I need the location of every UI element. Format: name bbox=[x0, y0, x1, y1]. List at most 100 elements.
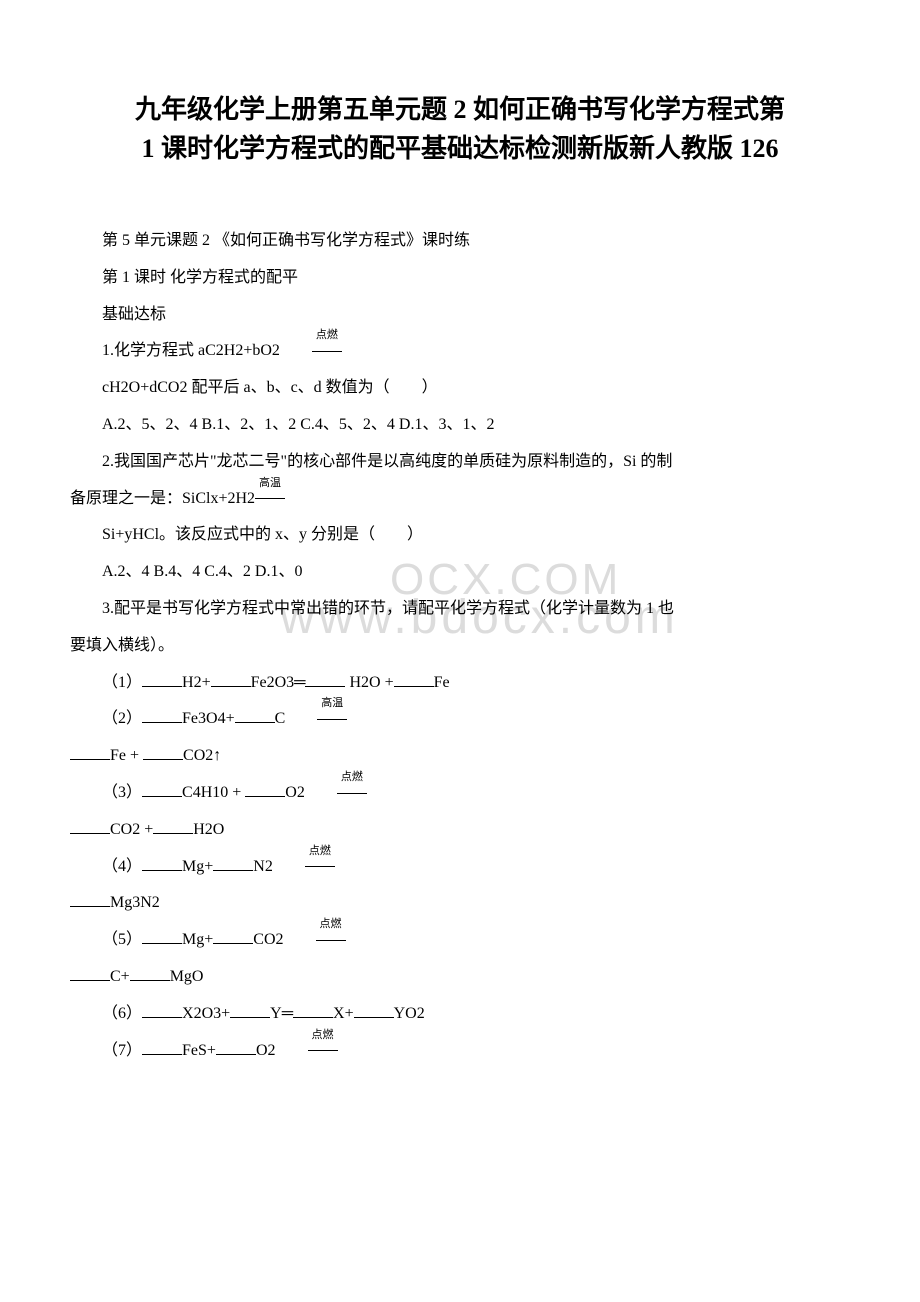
question-2-options: A.2、4 B.4、4 C.4、2 D.1、0 bbox=[70, 554, 850, 591]
label: （7） bbox=[102, 1042, 142, 1059]
question-1-products: cH2O+dCO2 配平后 a、b、c、d 数值为（ ） bbox=[70, 370, 850, 407]
condition-text: 点燃 bbox=[277, 839, 331, 864]
blank-input[interactable] bbox=[213, 928, 253, 944]
text: O2 bbox=[285, 784, 305, 801]
condition-text: 高温 bbox=[259, 471, 281, 496]
title-line-2: 1 课时化学方程式的配平基础达标检测新版新人教版 126 bbox=[70, 129, 850, 168]
question-1-options: A.2、5、2、4 B.1、2、1、2 C.4、5、2、4 D.1、3、1、2 bbox=[70, 407, 850, 444]
condition-wrap: 点燃 bbox=[305, 775, 367, 812]
blank-input[interactable] bbox=[142, 671, 182, 687]
blank-input[interactable] bbox=[142, 1002, 182, 1018]
reaction-line-icon bbox=[255, 498, 285, 499]
blank-input[interactable] bbox=[143, 744, 183, 760]
condition-text: 点燃 bbox=[309, 765, 363, 790]
blank-input[interactable] bbox=[354, 1002, 394, 1018]
para-intro-1: 第 5 单元课题 2 《如何正确书写化学方程式》课时练 bbox=[70, 223, 850, 260]
blank-input[interactable] bbox=[142, 781, 182, 797]
text: H2+ bbox=[182, 674, 211, 691]
text: Mg3N2 bbox=[110, 894, 160, 911]
reaction-line-icon bbox=[308, 1050, 338, 1051]
q2-text: 备原理之一是：SiClx+2H2 bbox=[70, 490, 255, 507]
reaction-line-icon bbox=[316, 940, 346, 941]
condition-text: 点燃 bbox=[280, 1023, 334, 1048]
text: FeS+ bbox=[182, 1042, 216, 1059]
blank-input[interactable] bbox=[130, 965, 170, 981]
para-intro-2: 第 1 课时 化学方程式的配平 bbox=[70, 260, 850, 297]
question-2-line1: 2.我国国产芯片"龙芯二号"的核心部件是以高纯度的单质硅为原料制造的，Si 的制 bbox=[70, 444, 850, 481]
label: （2） bbox=[102, 710, 142, 727]
text: Mg+ bbox=[182, 931, 213, 948]
blank-input[interactable] bbox=[70, 744, 110, 760]
eq-7: （7）FeS+O2点燃 bbox=[70, 1033, 850, 1070]
text: CO2 bbox=[253, 931, 283, 948]
eq-6: （6）X2O3+Y═X+YO2 bbox=[70, 996, 850, 1033]
condition-text: 点燃 bbox=[288, 912, 342, 937]
blank-input[interactable] bbox=[245, 781, 285, 797]
condition-text: 点燃 bbox=[284, 323, 338, 348]
eq-3-line1: （3） C4H10 + O2点燃 bbox=[70, 775, 850, 812]
document-title: 九年级化学上册第五单元题 2 如何正确书写化学方程式第 1 课时化学方程式的配平… bbox=[70, 90, 850, 168]
question-2-line2: 备原理之一是：SiClx+2H2高温 bbox=[70, 481, 850, 518]
blank-input[interactable] bbox=[213, 855, 253, 871]
para-intro-3: 基础达标 bbox=[70, 297, 850, 334]
text: CO2 + bbox=[110, 821, 153, 838]
blank-input[interactable] bbox=[394, 671, 434, 687]
blank-input[interactable] bbox=[70, 891, 110, 907]
eq-1: （1） H2+ Fe2O3═ H2O + Fe bbox=[70, 665, 850, 702]
reaction-line-icon bbox=[317, 719, 347, 720]
text: H2O + bbox=[345, 674, 393, 691]
blank-input[interactable] bbox=[142, 928, 182, 944]
title-line-1: 九年级化学上册第五单元题 2 如何正确书写化学方程式第 bbox=[70, 90, 850, 129]
label: （3） bbox=[102, 784, 142, 801]
condition-text: 高温 bbox=[289, 691, 343, 716]
label: （5） bbox=[102, 931, 142, 948]
text: Mg+ bbox=[182, 858, 213, 875]
blank-input[interactable] bbox=[142, 1039, 182, 1055]
eq-3-line2: CO2 +H2O bbox=[70, 812, 850, 849]
text: C bbox=[275, 710, 286, 727]
question-3-line1: 3.配平是书写化学方程式中常出错的环节，请配平化学方程式（化学计量数为 1 也 bbox=[70, 591, 850, 628]
document-content: 九年级化学上册第五单元题 2 如何正确书写化学方程式第 1 课时化学方程式的配平… bbox=[70, 90, 850, 1069]
text: Fe + bbox=[110, 747, 143, 764]
blank-input[interactable] bbox=[142, 855, 182, 871]
blank-input[interactable] bbox=[235, 707, 275, 723]
eq-5-line2: C+ MgO bbox=[70, 959, 850, 996]
reaction-line-icon bbox=[312, 351, 342, 352]
text: MgO bbox=[170, 968, 204, 985]
condition-wrap: 点燃 bbox=[280, 333, 342, 370]
label: （1） bbox=[102, 674, 142, 691]
text: Fe bbox=[434, 674, 450, 691]
blank-input[interactable] bbox=[142, 707, 182, 723]
text: C4H10 + bbox=[182, 784, 245, 801]
condition-wrap: 点燃 bbox=[284, 922, 346, 959]
text: CO2↑ bbox=[183, 747, 221, 764]
blank-input[interactable] bbox=[305, 671, 345, 687]
text: Fe3O4+ bbox=[182, 710, 235, 727]
condition-wrap: 高温 bbox=[285, 701, 347, 738]
blank-input[interactable] bbox=[293, 1002, 333, 1018]
blank-input[interactable] bbox=[153, 818, 193, 834]
condition-wrap: 点燃 bbox=[273, 849, 335, 886]
text: YO2 bbox=[394, 1005, 425, 1022]
blank-input[interactable] bbox=[230, 1002, 270, 1018]
blank-input[interactable] bbox=[216, 1039, 256, 1055]
text: X+ bbox=[333, 1005, 354, 1022]
question-1-stem: 1.化学方程式 aC2H2+bO2点燃 bbox=[70, 333, 850, 370]
eq-2-line1: （2） Fe3O4+ C高温 bbox=[70, 701, 850, 738]
text: Y═ bbox=[270, 1005, 293, 1022]
reaction-line-icon bbox=[305, 866, 335, 867]
condition-wrap: 高温 bbox=[255, 481, 285, 518]
question-2-products: Si+yHCl。该反应式中的 x、y 分别是（ ） bbox=[70, 517, 850, 554]
eq-5-line1: （5） Mg+ CO2点燃 bbox=[70, 922, 850, 959]
text: Fe2O3═ bbox=[251, 674, 306, 691]
eq-2-line2: Fe + CO2↑ bbox=[70, 738, 850, 775]
eq-4-line1: （4） Mg+ N2点燃 bbox=[70, 849, 850, 886]
blank-input[interactable] bbox=[211, 671, 251, 687]
condition-wrap: 点燃 bbox=[276, 1033, 338, 1070]
text: C+ bbox=[110, 968, 130, 985]
blank-input[interactable] bbox=[70, 818, 110, 834]
text: N2 bbox=[253, 858, 273, 875]
reaction-line-icon bbox=[337, 793, 367, 794]
blank-input[interactable] bbox=[70, 965, 110, 981]
label: （4） bbox=[102, 858, 142, 875]
